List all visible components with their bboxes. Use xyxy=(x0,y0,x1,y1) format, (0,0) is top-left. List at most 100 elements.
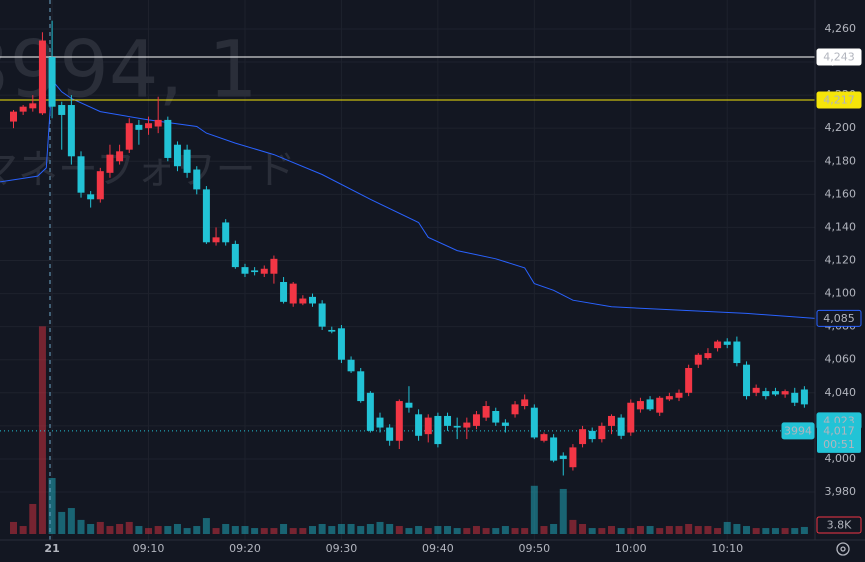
volume-bar xyxy=(424,528,432,534)
candle-body xyxy=(752,387,760,393)
volume-bar xyxy=(800,526,808,534)
volume-bar xyxy=(501,526,509,534)
candle-body xyxy=(627,402,635,433)
vwap-label: 4,085 xyxy=(823,312,855,325)
volume-bar xyxy=(67,508,75,534)
volume-bar xyxy=(694,526,702,534)
candle-body xyxy=(154,119,162,127)
x-tick-label: 10:10 xyxy=(711,542,743,555)
volume-bar xyxy=(579,523,587,534)
volume-bar xyxy=(183,528,191,534)
candle-body xyxy=(251,270,259,273)
volume-bar xyxy=(521,528,529,534)
y-tick-label: 4,000 xyxy=(825,452,857,465)
candle-body xyxy=(492,410,500,423)
candle-body xyxy=(38,40,46,114)
volume-bar xyxy=(733,523,741,534)
candle-body xyxy=(376,417,384,428)
candle-body xyxy=(791,392,799,403)
volume-bar xyxy=(791,528,799,534)
volume-bar xyxy=(48,478,56,534)
volume-bar xyxy=(125,521,133,534)
volume-bar xyxy=(646,526,654,534)
candle-body xyxy=(395,401,403,441)
volume-bar xyxy=(550,523,558,534)
candle-body xyxy=(386,427,394,441)
candle-body xyxy=(231,243,239,268)
y-tick-label: 4,200 xyxy=(825,121,857,134)
volume-bar xyxy=(251,528,259,534)
candle-body xyxy=(453,425,461,428)
x-tick-label: 09:30 xyxy=(326,542,358,555)
volume-bar xyxy=(714,528,722,534)
volume-bar xyxy=(762,528,770,534)
volume-bar xyxy=(444,526,452,534)
volume-bar xyxy=(308,526,316,534)
volume-label-box xyxy=(816,516,862,534)
volume-bar xyxy=(771,528,779,534)
volume-bar xyxy=(617,528,625,534)
hline-label: 4,243 xyxy=(823,51,855,64)
volume-bar xyxy=(743,526,751,534)
volume-bar xyxy=(492,528,500,534)
volume-bar xyxy=(135,526,143,534)
volume-bar xyxy=(357,526,365,534)
y-tick-label: 4,040 xyxy=(825,386,857,399)
candle-body xyxy=(135,124,143,130)
candle-body xyxy=(550,437,558,461)
volume-bar xyxy=(559,488,567,534)
volume-bar xyxy=(656,528,664,534)
volume-bar xyxy=(164,526,172,534)
candle-body xyxy=(501,422,509,426)
y-tick-label: 4,060 xyxy=(825,353,857,366)
x-tick-label: 09:20 xyxy=(229,542,261,555)
volume-label: 3.8K xyxy=(827,519,852,532)
volume-bar xyxy=(482,528,490,534)
volume-bar xyxy=(598,528,606,534)
candle-body xyxy=(723,341,731,345)
candle-body xyxy=(77,156,85,193)
volume-bar xyxy=(511,528,519,534)
volume-bar xyxy=(96,521,104,534)
candle-body xyxy=(183,149,191,173)
candle-body xyxy=(366,392,374,431)
candle-body xyxy=(463,422,471,428)
volume-bar xyxy=(337,523,345,534)
candle-body xyxy=(280,281,288,302)
volume-bar xyxy=(260,528,268,534)
candle-body xyxy=(289,283,297,304)
volume-bar xyxy=(145,528,153,534)
volume-bar xyxy=(395,526,403,534)
price-axis xyxy=(815,0,865,562)
x-tick-label: 09:40 xyxy=(422,542,454,555)
hline-label-box xyxy=(816,91,862,109)
settings-icon-core xyxy=(840,546,846,552)
volume-bar xyxy=(723,521,731,534)
volume-bar xyxy=(280,523,288,534)
volume-bar xyxy=(10,521,18,534)
candle-body xyxy=(646,399,654,410)
settings-button[interactable] xyxy=(836,542,850,556)
candle-body xyxy=(347,359,355,372)
candle-body xyxy=(434,415,442,445)
symbol-label-box xyxy=(781,422,815,440)
candle-body xyxy=(704,353,712,359)
candle-body xyxy=(598,425,606,440)
current-price: 4,017 xyxy=(823,424,855,437)
candle-body xyxy=(521,399,529,407)
candle-body xyxy=(202,189,210,243)
volume-bar xyxy=(154,526,162,534)
vwap-label-box xyxy=(816,309,862,327)
watermark-symbol: 3994, 1 xyxy=(0,25,258,115)
volume-bar xyxy=(588,528,596,534)
volume-bar xyxy=(231,526,239,534)
volume-bar xyxy=(685,523,693,534)
candle-body xyxy=(241,267,249,274)
candle-body xyxy=(743,364,751,397)
volume-bar xyxy=(173,523,181,534)
candle-body xyxy=(617,417,625,436)
candle-body xyxy=(579,429,587,445)
candle-body xyxy=(10,111,18,122)
